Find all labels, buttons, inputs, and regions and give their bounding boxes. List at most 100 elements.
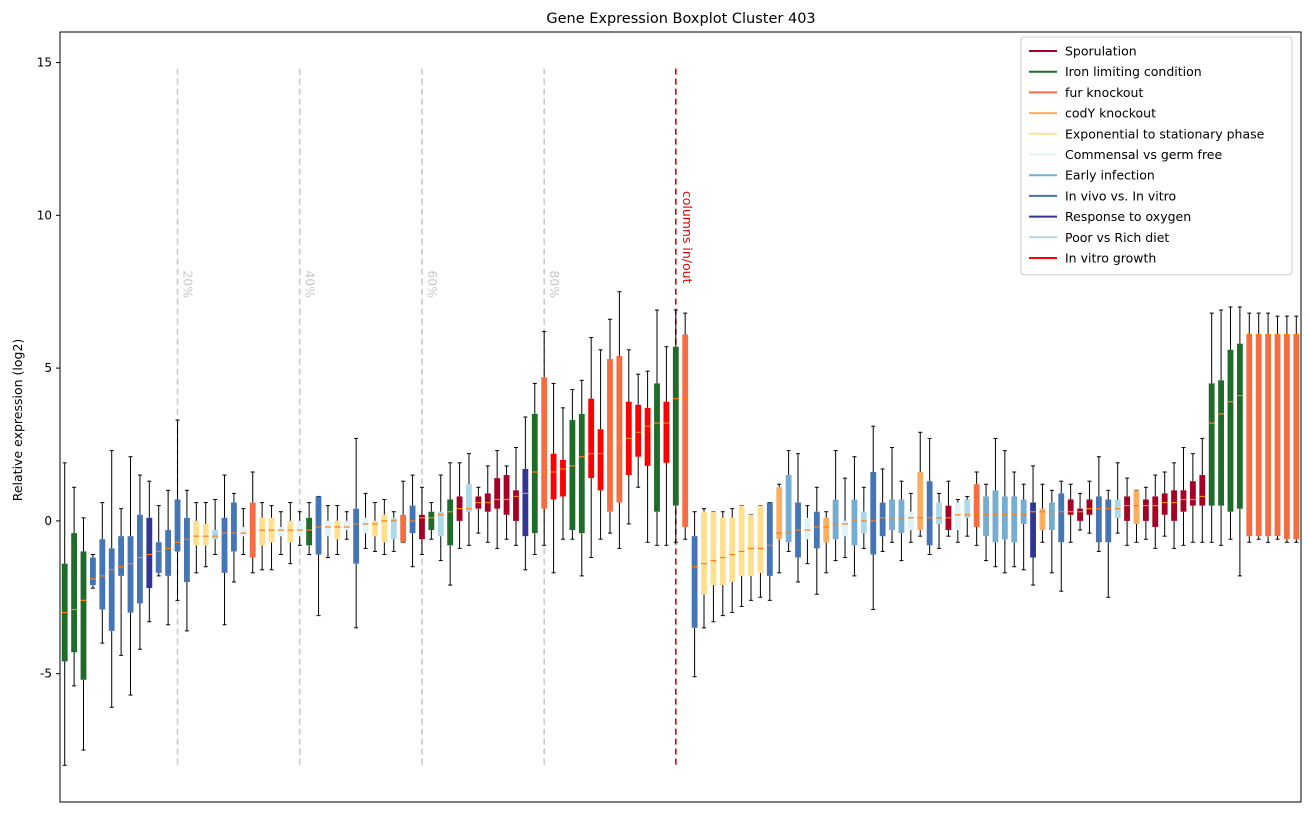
box-112 (1114, 462, 1121, 534)
box-84 (851, 456, 858, 577)
box-body (1152, 496, 1159, 527)
box-107 (1067, 483, 1074, 543)
box-body (607, 358, 613, 512)
box-60 (625, 349, 632, 525)
box-75 (766, 502, 773, 601)
box-body (635, 404, 642, 457)
box-63 (654, 309, 660, 546)
box-46 (494, 450, 501, 549)
box-85 (860, 486, 867, 549)
box-18 (231, 492, 237, 583)
y-tick-label: -5 (40, 667, 52, 681)
box-88 (889, 447, 895, 543)
box-body (1180, 490, 1187, 512)
box-body (1039, 508, 1046, 531)
box-41 (447, 462, 454, 586)
box-body (644, 407, 651, 466)
box-body (184, 517, 190, 582)
box-14 (193, 502, 200, 574)
box-12 (174, 419, 181, 601)
box-80 (813, 486, 820, 595)
box-body (832, 499, 839, 540)
box-body (1095, 496, 1102, 543)
percentile-label: 40% (303, 270, 318, 298)
box-13 (184, 489, 190, 632)
y-tick-label: 0 (44, 514, 52, 528)
box-body (710, 511, 717, 586)
box-body (550, 453, 557, 500)
box-40 (437, 474, 444, 562)
box-116 (1152, 474, 1159, 549)
box-body (729, 517, 736, 582)
box-20 (249, 471, 256, 574)
box-65 (672, 309, 679, 543)
box-68 (701, 508, 707, 629)
box-36 (400, 480, 407, 543)
box-body (80, 551, 87, 680)
box-45 (484, 465, 491, 543)
box-8 (136, 474, 143, 650)
box-body (616, 355, 623, 503)
percentile-label: 60% (425, 270, 440, 298)
box-body (249, 502, 256, 558)
box-92 (926, 437, 933, 555)
box-body (560, 459, 566, 497)
percentile-label: 20% (181, 270, 196, 298)
box-body (682, 334, 689, 527)
box-31 (353, 437, 360, 629)
box-body (1171, 490, 1177, 521)
box-108 (1077, 492, 1083, 531)
box-2 (80, 517, 87, 751)
box-body (1199, 475, 1206, 506)
box-body (108, 548, 115, 631)
box-body (325, 520, 331, 537)
box-body (1020, 499, 1027, 524)
box-body (973, 484, 980, 527)
box-72 (738, 505, 745, 607)
box-78 (795, 453, 801, 583)
box-body (748, 514, 754, 576)
box-body (494, 478, 501, 509)
box-0 (61, 462, 68, 766)
box-body (1255, 334, 1262, 537)
box-body (400, 514, 407, 543)
box-127 (1255, 312, 1262, 540)
box-50 (531, 382, 538, 555)
box-body (99, 539, 106, 610)
box-body (231, 502, 237, 552)
box-body (954, 502, 961, 531)
box-27 (315, 495, 322, 617)
box-body (287, 520, 294, 543)
box-73 (748, 514, 754, 601)
legend-label: Iron limiting condition (1065, 64, 1202, 79)
box-32 (362, 492, 369, 549)
box-body (381, 514, 388, 543)
inout-label: columns in/out (680, 191, 695, 284)
box-122 (1208, 312, 1215, 543)
box-126 (1246, 312, 1253, 543)
box-115 (1142, 486, 1149, 540)
box-102 (1020, 483, 1027, 571)
box-57 (597, 349, 604, 540)
box-body (766, 502, 773, 576)
box-62 (644, 370, 651, 543)
box-16 (212, 499, 219, 555)
box-1 (71, 486, 78, 687)
box-55 (578, 379, 585, 577)
box-94 (945, 480, 952, 537)
box-19 (240, 508, 247, 555)
box-66 (682, 312, 689, 540)
box-77 (785, 450, 792, 552)
box-53 (560, 407, 566, 540)
box-130 (1283, 315, 1290, 543)
box-4 (99, 502, 106, 644)
box-76 (776, 483, 783, 574)
legend-label: Sporulation (1065, 44, 1137, 59)
box-33 (372, 502, 378, 552)
box-body (597, 429, 604, 491)
box-43 (466, 453, 472, 546)
box-body (578, 413, 585, 534)
box-44 (475, 486, 482, 534)
box-body (654, 383, 660, 512)
